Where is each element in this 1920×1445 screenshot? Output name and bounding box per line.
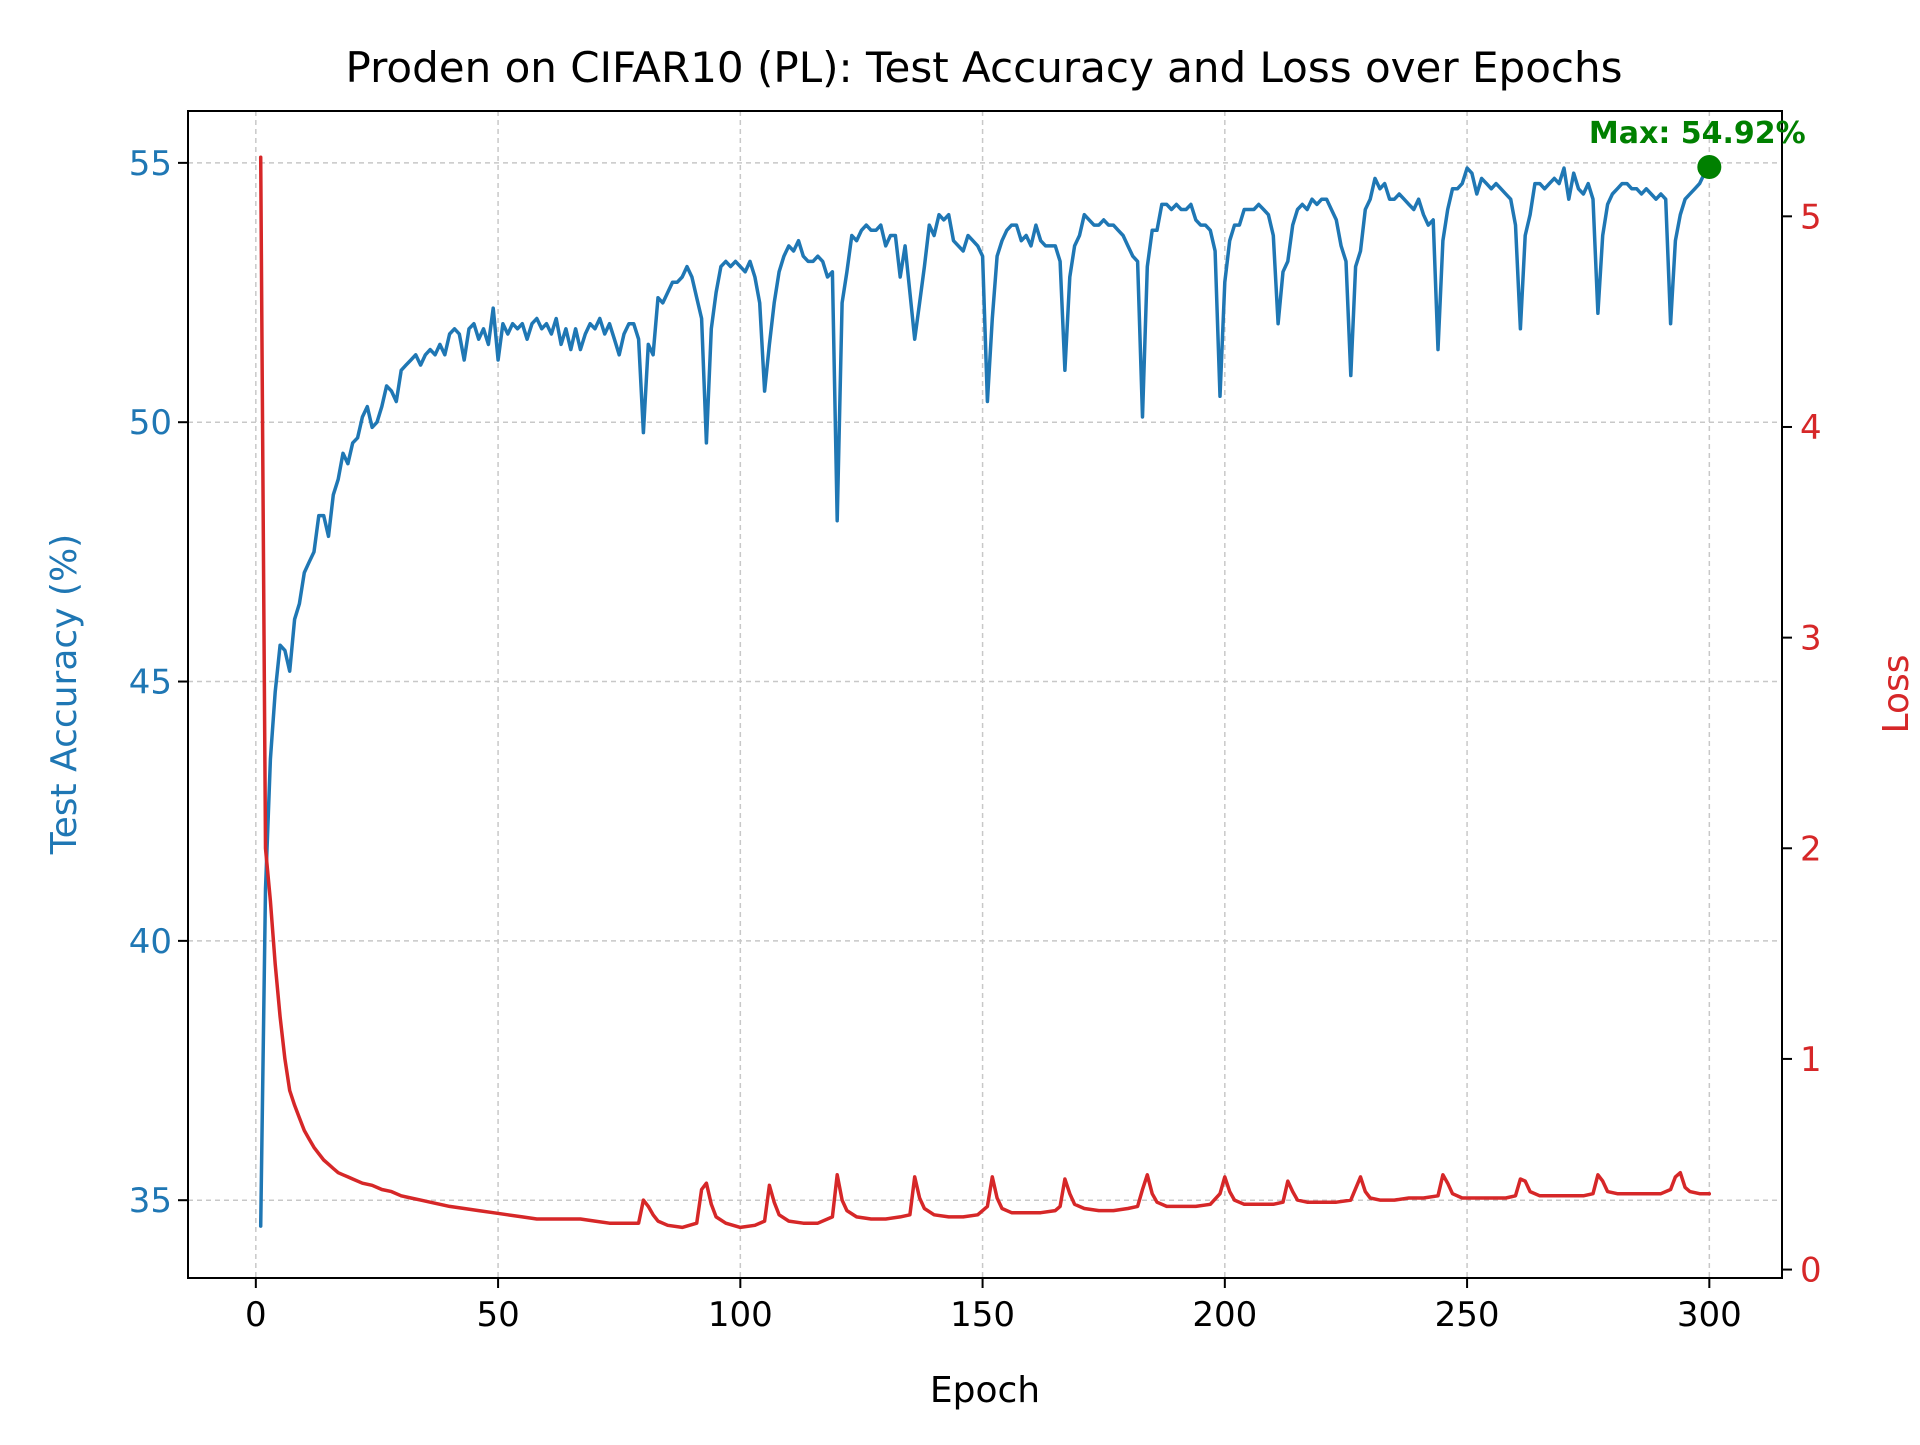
x-tick-label: 150: [950, 1295, 1015, 1335]
y-tick-label: 35: [129, 1181, 172, 1221]
y2-tick-label: 0: [1800, 1251, 1822, 1291]
y2-tick-label: 5: [1800, 197, 1822, 237]
grid-layer: [188, 111, 1782, 1278]
plot-frame: [187, 110, 1783, 1279]
x-tick-label: 50: [476, 1295, 519, 1335]
x-tick-label: 100: [708, 1295, 773, 1335]
x-axis-label: Epoch: [930, 1370, 1040, 1411]
y2-tick-label: 1: [1800, 1040, 1822, 1080]
y-tick-label: 50: [129, 403, 172, 443]
y2-tick-label: 3: [1800, 619, 1822, 659]
max-annotation-label: Max: 54.92%: [1589, 116, 1806, 151]
y2-tick-label: 4: [1800, 408, 1822, 448]
x-tick-label: 0: [245, 1295, 267, 1335]
x-tick-label: 200: [1192, 1295, 1257, 1335]
x-tick-label: 300: [1677, 1295, 1742, 1335]
y-tick-label: 40: [129, 922, 172, 962]
y-axis-label: Test Accuracy (%): [44, 534, 85, 855]
chart-title: Proden on CIFAR10 (PL): Test Accuracy an…: [346, 43, 1623, 92]
y-tick-label: 45: [129, 663, 172, 703]
series-layer: [258, 155, 1712, 1230]
x-tick-label: 250: [1435, 1295, 1500, 1335]
accuracy-series-line: [258, 165, 1712, 1228]
annotation-layer: Max: 54.92%: [1589, 116, 1806, 180]
max-marker: [1697, 155, 1722, 180]
y-tick-label: 55: [129, 144, 172, 184]
y2-tick-label: 2: [1800, 829, 1822, 869]
y2-axis-label: Loss: [1876, 655, 1917, 734]
loss-series-line: [258, 155, 1712, 1230]
